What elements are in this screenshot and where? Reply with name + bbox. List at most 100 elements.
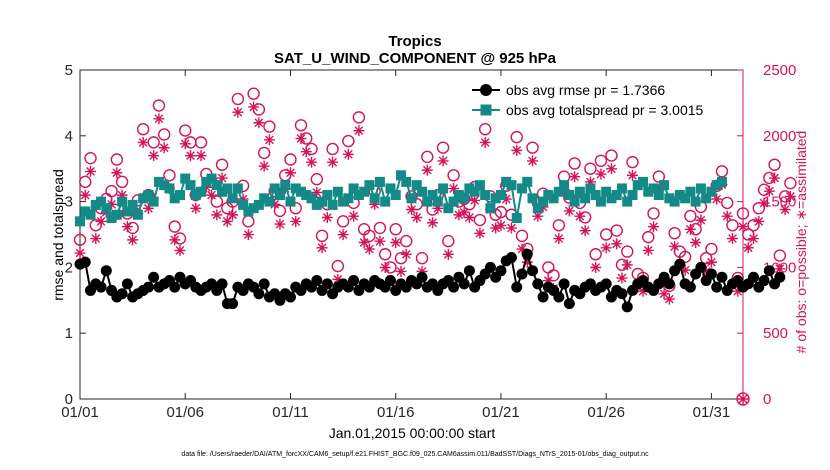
y-left-tick-label: 0 [65,391,73,408]
totalspread-point [138,193,149,204]
totalspread-point [401,176,412,187]
obs-possible-point [668,226,681,240]
totalspread-point [243,206,254,217]
rmse-point [553,291,565,303]
obs-assimilated-point [621,259,633,271]
totalspread-point [559,180,570,191]
totalspread-point [669,196,680,207]
obs-possible-point [568,157,581,170]
obs-assimilated-point [316,242,328,254]
x-axis: 01/01 01/06 01/11 01/16 01/21 01/26 01/31 [61,70,730,421]
obs-assimilated-point [111,167,123,179]
obs-possible-point [284,153,297,166]
obs-possible-point [605,149,618,162]
totalspread-point [532,203,543,214]
totalspread-point [111,209,122,220]
obs-possible-point [594,154,608,168]
totalspread-point [348,183,359,194]
totalspread-point [206,173,217,184]
obs-assimilated-point [211,209,223,221]
obs-assimilated-point [658,288,670,300]
obs-possible-point [152,99,166,112]
obs-possible-point [647,207,660,220]
series-layer [73,87,797,406]
totalspread-point [495,190,506,201]
obs-possible-point [247,87,260,100]
obs-assimilated-point [106,198,118,210]
obs-assimilated-point [227,209,239,221]
obs-possible-point [257,146,271,160]
rmse-point [674,258,686,270]
rmse-point [284,291,296,303]
obs-possible-point [363,229,376,243]
obs-assimilated-point [637,285,649,297]
obs-assimilated-point [332,273,344,285]
totalspread-point [290,183,301,194]
obs-possible-point [784,176,797,190]
x-tick-label: 01/16 [377,404,415,421]
rmse-point [695,261,707,273]
rmse-point [79,256,91,268]
rmse-point [563,298,575,310]
totalspread-point [153,176,164,187]
totalspread-point [332,186,343,197]
obs-possible-point [336,215,350,228]
obs-assimilated-point [174,244,186,256]
obs-assimilated-point [463,211,475,223]
obs-assimilated-point [248,101,260,113]
totalspread-point [522,176,533,187]
rmse-point [763,265,775,277]
obs-assimilated-point [616,272,628,284]
obs-assimilated-point [321,211,333,223]
obs-assimilated-point [742,242,754,254]
totalspread-point [122,206,133,217]
obs-assimilated-point [474,227,486,239]
obs-possible-point [157,128,171,141]
totalspread-point [364,180,375,191]
obs-possible-point [215,158,229,171]
y-left-tick-label: 1 [65,325,73,342]
obs-possible-point [510,130,523,144]
totalspread-point [338,196,349,207]
rmse-point [258,278,270,290]
obs-assimilated-point [705,256,717,268]
obs-assimilated-point [458,206,470,218]
x-tick-label: 01/06 [166,404,204,421]
x-tick-label: 01/26 [587,404,625,421]
y-right-tick-label: 0 [763,391,771,408]
y-left-tick-label: 4 [65,128,73,145]
rmse-point [616,288,628,300]
totalspread-point [285,196,296,207]
obs-assimilated-point [590,262,602,274]
obs-assimilated-point [216,172,228,184]
obs-assimilated-point [242,229,254,241]
totalspread-point [248,203,259,214]
totalspread-point [296,186,306,197]
rmse-point [774,271,786,283]
y-left-tick-label: 3 [65,194,73,211]
obs-assimilated-point [284,167,296,179]
obs-possible-point [294,119,308,132]
obs-possible-point [110,153,124,166]
rmse-point [663,278,675,290]
totalspread-point [664,193,675,204]
obs-possible-point [515,229,529,243]
obs-assimilated-point [774,263,786,275]
obs-assimilated-point [684,223,696,235]
obs-assimilated-point [342,148,354,160]
rmse-point [716,271,728,283]
obs-assimilated-point [505,222,517,234]
totalspread-point [359,186,370,197]
obs-assimilated-point [337,229,349,241]
obs-assimilated-point [290,215,302,227]
obs-assimilated-point [700,265,712,277]
obs-possible-point [105,184,118,198]
obs-possible-point [273,204,287,218]
totalspread-point [96,196,107,207]
rmse-point [516,268,528,280]
obs-assimilated-point [353,125,365,137]
obs-assimilated-point [563,205,575,217]
totalspread-point [327,199,338,210]
obs-assimilated-point [153,113,165,125]
